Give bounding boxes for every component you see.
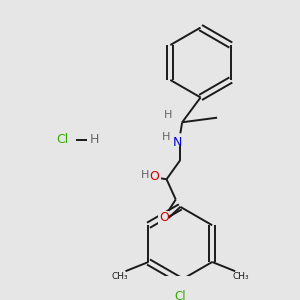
Text: H: H (164, 110, 172, 120)
Text: CH₃: CH₃ (112, 272, 128, 281)
Text: O: O (159, 212, 169, 224)
Text: O: O (150, 170, 160, 183)
Text: N: N (173, 136, 182, 149)
Text: H: H (161, 132, 170, 142)
Text: H: H (141, 170, 150, 180)
Text: Cl: Cl (56, 133, 69, 146)
Text: H: H (90, 133, 100, 146)
Text: Cl: Cl (175, 290, 186, 300)
Text: CH₃: CH₃ (232, 272, 249, 281)
